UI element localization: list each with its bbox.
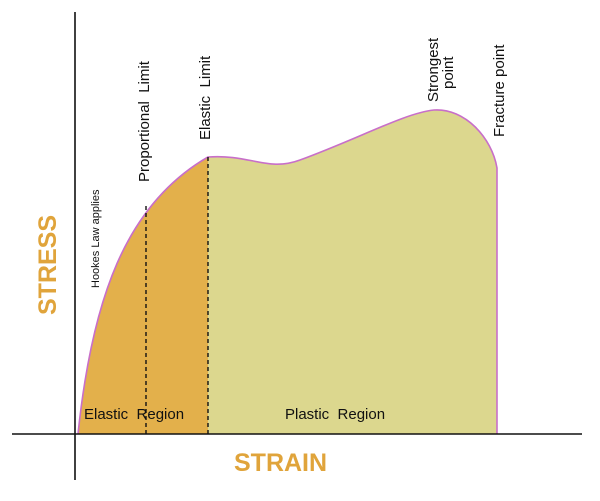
stress-strain-curve	[77, 109, 498, 435]
elastic-region-label: Elastic Region	[84, 406, 184, 423]
elastic-limit-label: Elastic Limit	[197, 55, 214, 140]
proportional-limit-label: Proportional Limit	[136, 60, 153, 182]
strongest-point-label-line2: point	[440, 56, 457, 89]
fracture-point-label: Fracture point	[491, 44, 508, 137]
plastic-region-label: Plastic Region	[285, 406, 385, 423]
hookes-law-label: Hookes Law applies	[90, 189, 102, 288]
strongest-point-label-line1: Strongest	[425, 37, 442, 102]
y-axis-title: STRESS	[34, 215, 62, 315]
x-axis-title: STRAIN	[234, 449, 327, 477]
elastic-region-area	[78, 157, 208, 434]
